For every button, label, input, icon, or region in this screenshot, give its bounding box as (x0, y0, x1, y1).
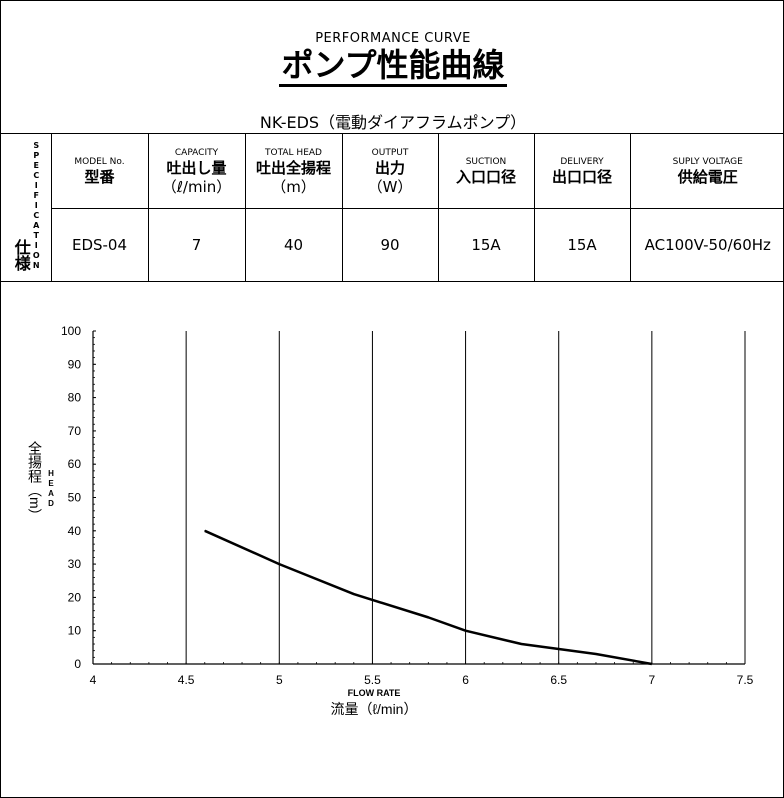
col-header-capacity: CAPACITY 吐出し量 （ℓ/min） (147, 133, 246, 209)
col-en: CAPACITY (174, 147, 219, 158)
x-label-jp: 流量（ℓ/min） (331, 701, 418, 717)
x-tick-label: 4.5 (178, 673, 195, 687)
series-line (204, 529, 653, 666)
data-point (204, 530, 206, 532)
performance-chart: 4 4.5 5 5.5 6 6.5 7 7.5 0 10 20 30 40 50 60 70 80 90 100 F… (27, 324, 754, 717)
col-jp: 吐出し量 (166, 158, 227, 177)
spec-side-cell: 仕様SPECIFICATION (1, 133, 52, 282)
col-en: MODEL No. (74, 156, 125, 167)
col-en: OUTPUT (371, 147, 409, 158)
page-title: ポンプ性能曲線 (1, 45, 784, 87)
y-tick-label: 60 (68, 457, 82, 471)
col-en: TOTAL HEAD (265, 147, 322, 158)
spec-value-row: EDS-04 7 40 90 15A 15A AC100V-50/60Hz (1, 208, 784, 282)
y-label-en: HEAD (47, 469, 56, 509)
spec-value-voltage: AC100V-50/60Hz (629, 208, 784, 282)
col-en: SUPLY VOLTAGE (672, 156, 743, 167)
x-tick-label: 7.5 (737, 673, 754, 687)
spec-value-output: 90 (341, 208, 439, 282)
col-header-voltage: SUPLY VOLTAGE 供給電圧 (629, 133, 784, 209)
col-jp: 出力 (374, 158, 405, 177)
x-tick-label: 4 (90, 673, 97, 687)
page-title-text: ポンプ性能曲線 (279, 46, 507, 87)
col-jp: 吐出全揚程 (255, 158, 331, 177)
data-point (465, 630, 467, 632)
y-tick-label: 90 (68, 357, 82, 371)
col-unit: （ℓ/min） (161, 177, 232, 196)
tick-labels: 4 4.5 5 5.5 6 6.5 7 7.5 0 10 20 30 40 50 60 70 80 90 100 (61, 324, 754, 687)
y-tick-label: 50 (68, 491, 82, 505)
spec-value-suction: 15A (437, 208, 535, 282)
col-en: DELIVERY (560, 156, 604, 167)
y-tick-label: 40 (68, 524, 82, 538)
col-header-delivery: DELIVERY 出口口径 (533, 133, 631, 209)
x-tick-label: 5.5 (364, 673, 381, 687)
y-tick-label: 80 (68, 391, 82, 405)
y-tick-label: 70 (68, 424, 82, 438)
y-tick-label: 30 (68, 557, 82, 571)
spec-table: 仕様SPECIFICATION MODEL No. 型番 CAPACITY 吐出し量… (1, 133, 784, 282)
y-tick-label: 0 (74, 657, 81, 671)
spec-value-model: EDS-04 (50, 208, 149, 282)
data-point (595, 653, 597, 655)
y-tick-label: 10 (68, 624, 82, 638)
x-label-en: FLOW RATE (348, 688, 401, 698)
x-tick-label: 6 (462, 673, 469, 687)
col-header-suction: SUCTION 入口口径 (437, 133, 535, 209)
y-tick-label: 20 (68, 590, 82, 604)
axis-labels: FLOW RATE 流量（ℓ/min） 全揚程（m） HEAD (27, 440, 417, 717)
y-label-jp: 全揚程（m） (27, 440, 43, 522)
subtitle: PERFORMANCE CURVE (315, 31, 471, 46)
data-point (278, 563, 280, 565)
spec-header-row: 仕様SPECIFICATION MODEL No. 型番 CAPACITY 吐出し量… (1, 133, 784, 282)
y-tick-label: 100 (61, 324, 81, 338)
col-header-output: OUTPUT 出力 （W） (341, 133, 439, 209)
x-tick-label: 5 (276, 673, 283, 687)
data-point (520, 643, 522, 645)
col-jp: 入口口径 (455, 167, 516, 186)
data-point (427, 616, 429, 618)
data-point (651, 663, 653, 665)
spec-value-total-head: 40 (244, 208, 343, 282)
model-line: NK-EDS（電動ダイアフラムポンプ） (259, 113, 527, 132)
spec-side-jp: 仕様 (11, 238, 31, 271)
series (204, 529, 653, 666)
col-header-model: MODEL No. 型番 (50, 133, 149, 209)
col-jp: 出口口径 (551, 167, 612, 186)
spec-side-en: SPECIFICATION (31, 140, 41, 271)
grid-lines (185, 331, 746, 664)
spec-value-capacity: 7 (147, 208, 246, 282)
col-unit: （W） (367, 177, 413, 196)
x-tick-label: 6.5 (550, 673, 567, 687)
axes (92, 330, 746, 665)
col-en: SUCTION (465, 156, 507, 167)
col-header-total-head: TOTAL HEAD 吐出全揚程 （m） (244, 133, 343, 209)
col-jp: 型番 (84, 167, 115, 186)
x-tick-label: 7 (649, 673, 656, 687)
data-point (353, 593, 355, 595)
col-unit: （m） (271, 177, 316, 196)
spec-value-delivery: 15A (533, 208, 631, 282)
col-jp: 供給電圧 (677, 167, 738, 186)
